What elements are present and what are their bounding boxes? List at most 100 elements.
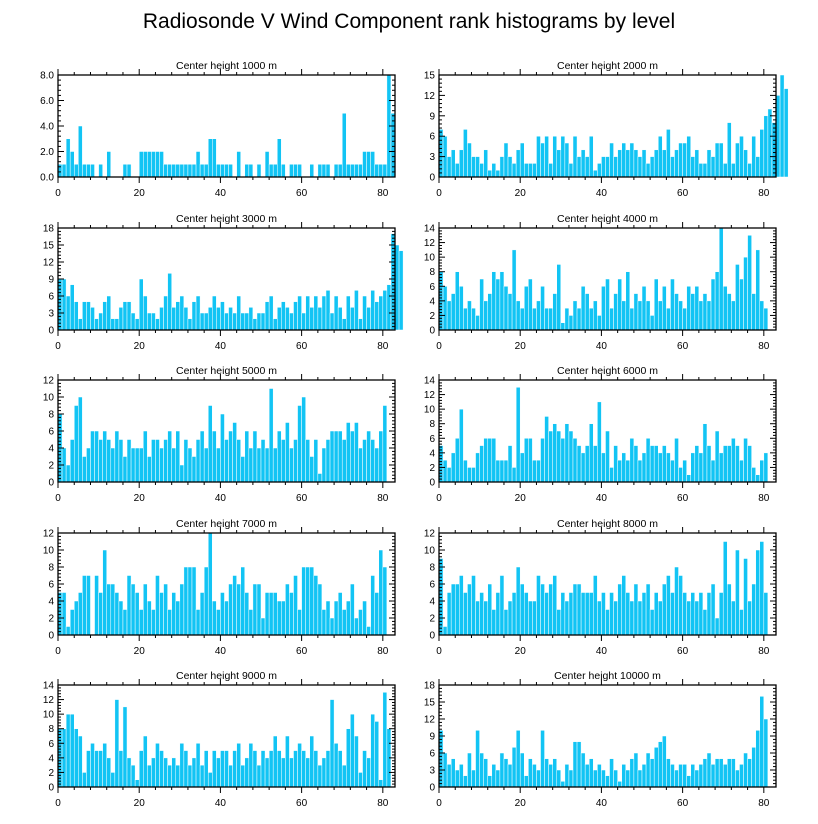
x-tick-label: 0: [436, 188, 442, 199]
bar: [491, 163, 497, 178]
bar: [759, 696, 765, 788]
bar: [130, 312, 136, 331]
bar: [293, 439, 298, 483]
bar: [564, 142, 570, 178]
x-tick-label: 40: [215, 646, 227, 657]
bar-series: [438, 74, 789, 178]
bar: [499, 271, 505, 331]
bar: [548, 163, 553, 178]
bar: [584, 764, 590, 788]
bar: [256, 764, 262, 788]
bar: [94, 575, 99, 636]
bar: [617, 583, 622, 636]
bar: [649, 609, 655, 636]
x-tick-label: 20: [134, 646, 146, 657]
bar: [779, 74, 785, 178]
bar: [90, 743, 95, 788]
bar: [143, 151, 148, 178]
bar: [126, 575, 132, 636]
bar: [106, 757, 112, 788]
bar: [722, 541, 728, 636]
bar: [605, 156, 610, 178]
bar: [584, 156, 590, 178]
bar: [524, 286, 529, 331]
bar: [633, 752, 639, 788]
bar: [621, 142, 627, 178]
bar: [358, 609, 363, 636]
bar: [653, 149, 659, 178]
bar: [179, 464, 185, 483]
bar: [313, 439, 319, 483]
bar: [633, 445, 639, 483]
bar: [483, 300, 488, 331]
bar: [382, 164, 388, 178]
y-tick-label: 8: [429, 267, 435, 278]
bar: [374, 721, 380, 788]
bar: [698, 300, 704, 331]
bar: [301, 566, 306, 636]
bar: [191, 566, 197, 636]
y-tick-label: 2: [429, 311, 435, 322]
bar: [714, 142, 720, 178]
bar: [528, 438, 533, 483]
x-tick-label: 40: [215, 188, 227, 199]
bar: [580, 452, 586, 483]
bar: [601, 286, 606, 331]
bar: [224, 312, 229, 331]
bar: [191, 757, 197, 788]
bar: [731, 438, 736, 483]
bar: [98, 592, 103, 636]
x-tick-label: 20: [134, 798, 146, 809]
bar: [309, 456, 315, 483]
bar: [609, 307, 614, 331]
y-tick-label: 10: [43, 710, 55, 721]
x-tick-label: 80: [377, 798, 389, 809]
x-tick-label: 20: [134, 188, 146, 199]
bar: [374, 164, 380, 178]
bar: [507, 445, 513, 483]
plot-frame: [438, 74, 777, 178]
bar: [588, 307, 594, 331]
bar: [236, 743, 241, 788]
bar: [710, 278, 716, 331]
x-tick-label: 20: [515, 798, 527, 809]
bar: [629, 758, 635, 788]
bar: [633, 149, 639, 178]
bar: [130, 583, 136, 636]
bar: [268, 295, 274, 331]
bar: [540, 583, 545, 636]
bar: [702, 293, 708, 331]
bar: [329, 312, 335, 331]
bar: [544, 592, 549, 636]
bar: [155, 743, 160, 788]
bar: [698, 452, 704, 483]
bar: [580, 286, 586, 331]
bar: [666, 307, 671, 331]
bar: [629, 142, 635, 178]
bar: [220, 750, 225, 788]
bar: [735, 264, 740, 331]
panel-title: Center height 8000 m: [557, 518, 658, 530]
bar: [763, 115, 769, 178]
bar: [78, 318, 83, 331]
bar: [507, 156, 513, 178]
bar: [366, 307, 371, 331]
bar: [220, 413, 225, 483]
bar: [670, 764, 675, 788]
bar: [682, 764, 687, 788]
bar: [662, 286, 667, 331]
bar: [244, 430, 250, 483]
bar: [73, 164, 79, 178]
bar: [536, 135, 541, 178]
bar: [686, 286, 691, 331]
bar: [442, 459, 448, 483]
y-tick-label: 4: [48, 753, 54, 764]
bar: [552, 293, 558, 331]
bar: [710, 764, 716, 788]
bar: [187, 764, 193, 788]
x-tick-label: 80: [377, 646, 389, 657]
bar: [118, 307, 124, 331]
bar: [735, 445, 740, 483]
bar: [228, 583, 233, 636]
x-tick-label: 60: [677, 188, 689, 199]
